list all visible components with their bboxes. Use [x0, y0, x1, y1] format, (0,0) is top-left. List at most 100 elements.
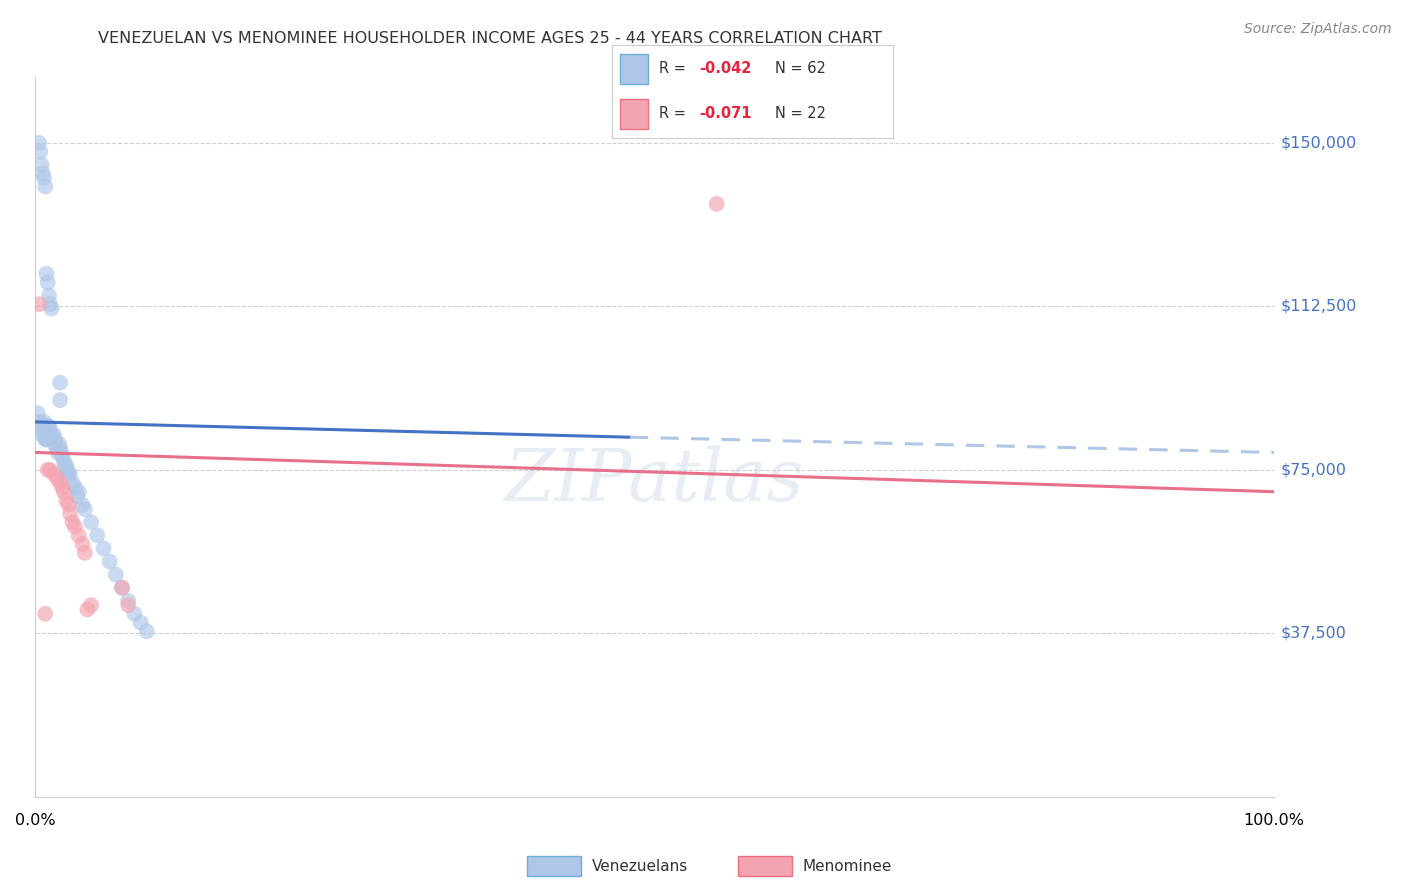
- Point: [44, 436, 66, 450]
- Point: [98, 554, 121, 568]
- Point: [38, 419, 60, 434]
- Text: -0.042: -0.042: [699, 62, 751, 77]
- Point: [80, 515, 103, 529]
- Point: [111, 581, 134, 595]
- Point: [48, 436, 70, 450]
- Text: Source: ZipAtlas.com: Source: ZipAtlas.com: [1244, 22, 1392, 37]
- Point: [80, 598, 103, 612]
- Point: [59, 507, 82, 521]
- Point: [37, 433, 59, 447]
- Point: [34, 607, 56, 621]
- Point: [34, 433, 56, 447]
- Point: [30, 419, 52, 434]
- Point: [117, 593, 139, 607]
- Point: [51, 450, 73, 464]
- Text: Menominee: Menominee: [803, 859, 893, 873]
- Point: [58, 498, 80, 512]
- Point: [41, 301, 63, 316]
- Point: [129, 615, 152, 630]
- Point: [56, 463, 79, 477]
- Text: $37,500: $37,500: [1281, 626, 1346, 641]
- Point: [49, 376, 72, 390]
- Text: Venezuelans: Venezuelans: [592, 859, 688, 873]
- Text: R =: R =: [659, 62, 690, 77]
- Point: [55, 493, 77, 508]
- Point: [49, 393, 72, 408]
- Point: [49, 441, 72, 455]
- Text: $75,000: $75,000: [1281, 462, 1346, 477]
- Point: [31, 424, 53, 438]
- Point: [42, 433, 65, 447]
- Point: [41, 433, 63, 447]
- Text: N = 22: N = 22: [775, 106, 825, 121]
- Point: [55, 467, 77, 482]
- Point: [32, 415, 55, 429]
- Point: [86, 528, 108, 542]
- Point: [59, 467, 82, 482]
- Point: [46, 445, 69, 459]
- Text: ZIPatlas: ZIPatlas: [505, 445, 804, 516]
- Text: $150,000: $150,000: [1281, 136, 1357, 151]
- Point: [104, 567, 127, 582]
- Point: [73, 502, 96, 516]
- Point: [58, 467, 80, 482]
- Point: [62, 475, 84, 490]
- Bar: [620, 54, 648, 84]
- Point: [37, 276, 59, 290]
- Point: [706, 197, 728, 211]
- Point: [63, 480, 86, 494]
- Point: [39, 424, 62, 438]
- Point: [52, 484, 75, 499]
- Point: [135, 624, 157, 639]
- Point: [67, 484, 90, 499]
- Point: [27, 406, 49, 420]
- Point: [55, 458, 77, 473]
- Point: [39, 463, 62, 477]
- Text: -0.071: -0.071: [699, 106, 751, 121]
- Text: VENEZUELAN VS MENOMINEE HOUSEHOLDER INCOME AGES 25 - 44 YEARS CORRELATION CHART: VENEZUELAN VS MENOMINEE HOUSEHOLDER INCO…: [98, 31, 883, 46]
- Text: $112,500: $112,500: [1281, 299, 1357, 314]
- Point: [37, 463, 59, 477]
- Point: [72, 537, 94, 551]
- Point: [41, 428, 63, 442]
- Point: [67, 528, 90, 542]
- Point: [66, 489, 89, 503]
- Point: [76, 602, 98, 616]
- Point: [72, 498, 94, 512]
- Point: [42, 467, 65, 482]
- Point: [28, 297, 51, 311]
- Bar: [620, 99, 648, 129]
- Point: [41, 433, 63, 447]
- Point: [31, 158, 53, 172]
- Point: [32, 170, 55, 185]
- Point: [35, 267, 58, 281]
- Point: [111, 581, 134, 595]
- Point: [73, 546, 96, 560]
- Point: [45, 441, 67, 455]
- Point: [35, 433, 58, 447]
- Point: [52, 454, 75, 468]
- Point: [51, 480, 73, 494]
- Point: [38, 288, 60, 302]
- Point: [34, 179, 56, 194]
- Point: [93, 541, 115, 556]
- Point: [44, 433, 66, 447]
- Text: R =: R =: [659, 106, 690, 121]
- Point: [39, 297, 62, 311]
- Point: [117, 598, 139, 612]
- Point: [46, 472, 69, 486]
- Point: [31, 166, 53, 180]
- Point: [53, 458, 76, 473]
- Point: [37, 419, 59, 434]
- Point: [42, 428, 65, 442]
- Point: [124, 607, 146, 621]
- Point: [28, 136, 51, 150]
- Point: [30, 145, 52, 159]
- Point: [49, 475, 72, 490]
- Point: [51, 445, 73, 459]
- Point: [62, 515, 84, 529]
- Text: N = 62: N = 62: [775, 62, 825, 77]
- Point: [63, 519, 86, 533]
- Point: [31, 428, 53, 442]
- Point: [41, 433, 63, 447]
